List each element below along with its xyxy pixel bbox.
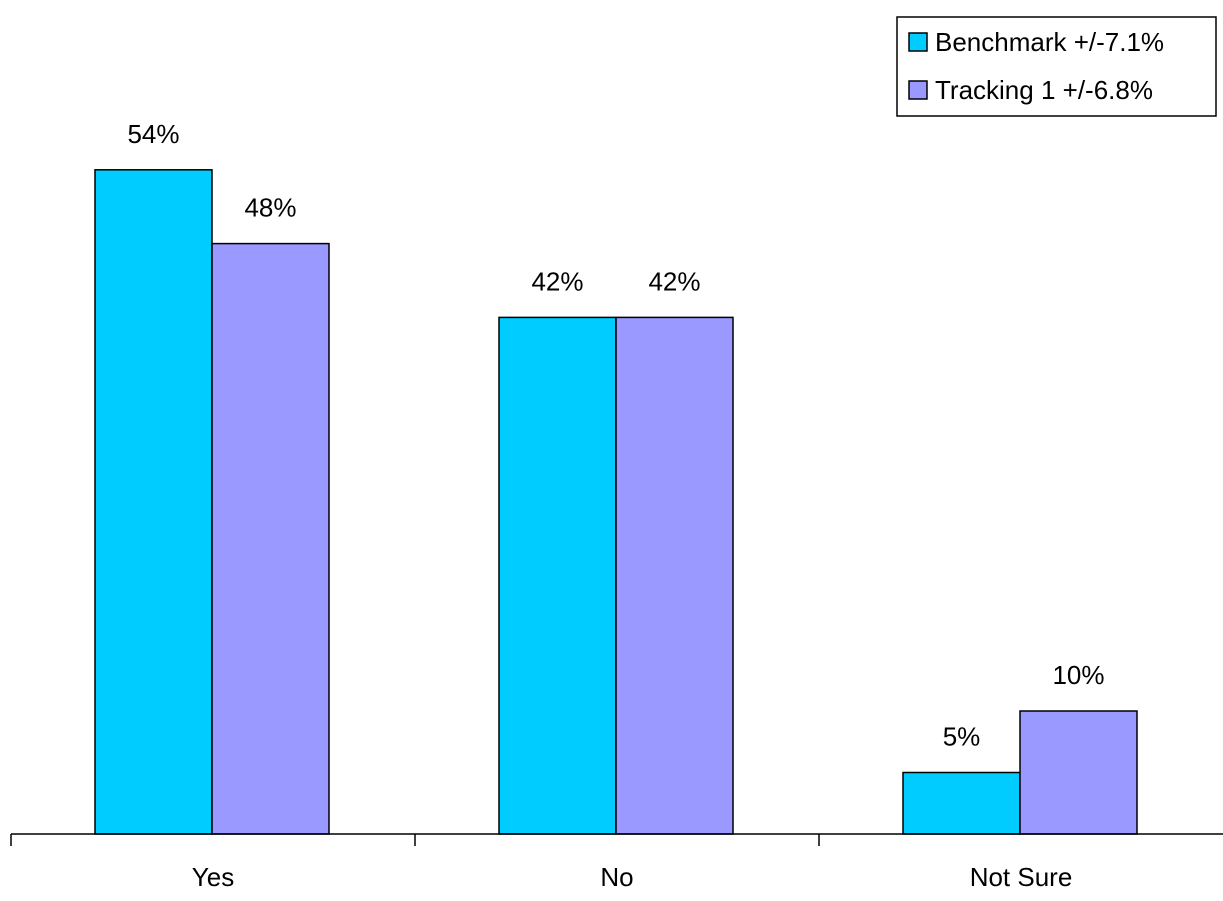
legend-label: Tracking 1 +/-6.8%	[935, 75, 1153, 105]
legend: Benchmark +/-7.1% Tracking 1 +/-6.8%	[896, 16, 1217, 117]
data-label: 42%	[531, 266, 583, 296]
bar-no-series-2	[615, 316, 734, 835]
data-labels-layer: 54% 48% 42% 42% 5% 10%	[127, 119, 1104, 752]
bar-not-sure-series-1	[902, 771, 1021, 835]
data-label: 42%	[648, 266, 700, 296]
bar-yes-series-1	[94, 169, 213, 835]
x-tick-label: Not Sure	[970, 862, 1073, 892]
legend-swatch	[908, 32, 928, 52]
data-label: 48%	[244, 193, 296, 223]
legend-swatch	[908, 80, 928, 100]
bar-yes-series-2	[211, 242, 330, 835]
x-tick-label: Yes	[192, 862, 234, 892]
x-tick-label: No	[600, 862, 633, 892]
bar-no-series-1	[498, 316, 617, 835]
data-label: 5%	[943, 722, 981, 752]
legend-label: Benchmark +/-7.1%	[935, 27, 1164, 57]
x-axis: Yes No Not Sure	[10, 833, 1223, 892]
bar-not-sure-series-2	[1019, 710, 1138, 835]
data-label: 10%	[1052, 660, 1104, 690]
bars-layer	[94, 169, 1138, 835]
data-label: 54%	[127, 119, 179, 149]
legend-box	[896, 16, 1217, 117]
